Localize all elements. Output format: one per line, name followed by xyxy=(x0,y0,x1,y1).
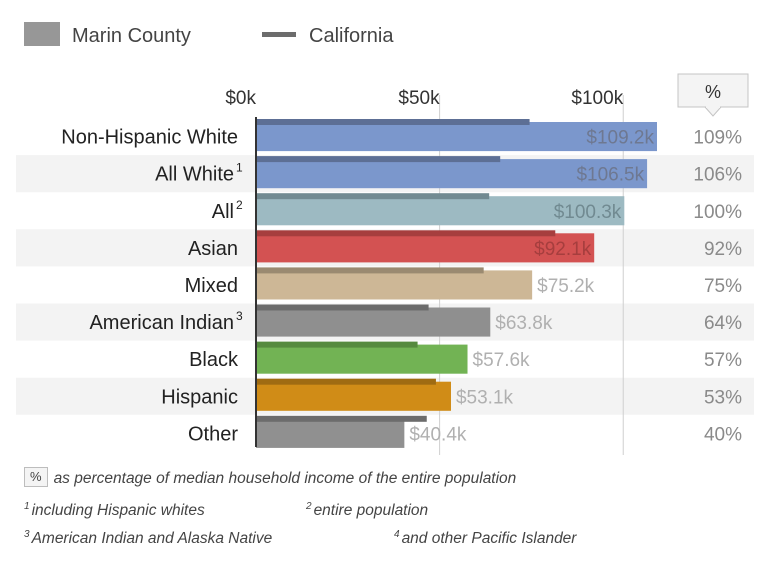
marin-value-label: $40.4k xyxy=(409,424,467,445)
marin-bar xyxy=(256,196,625,226)
marin-value-label: $53.1k xyxy=(456,387,514,408)
marin-bar xyxy=(256,381,451,411)
footnote-row-1: 1 including Hispanic whites 2 entire popul… xyxy=(24,493,744,521)
percent-value: 57% xyxy=(704,350,742,371)
category-row: American Indian 3 $63.8k 64% xyxy=(89,304,742,337)
category-label: Black xyxy=(189,349,239,371)
bars: Non-Hispanic White $109.2k 109% All White 1 $… xyxy=(61,119,742,448)
percent-value: 53% xyxy=(704,387,742,408)
category-label: Asian xyxy=(188,238,238,260)
percent-column-header[interactable]: % xyxy=(677,73,749,117)
percent-value: 109% xyxy=(693,128,742,149)
category-label-superscript: 2 xyxy=(236,198,243,212)
marin-value-label: $109.2k xyxy=(586,128,654,149)
category-row: Non-Hispanic White $109.2k 109% xyxy=(61,119,742,152)
footnote-row-2: 3 American Indian and Alaska Native 4 and … xyxy=(24,521,744,549)
x-tick-label: $100k xyxy=(571,88,623,109)
percent-value: 100% xyxy=(693,202,742,223)
category-label: American Indian xyxy=(89,312,234,334)
california-bar xyxy=(256,341,418,348)
marin-bar xyxy=(256,233,595,263)
marin-value-label: $57.6k xyxy=(473,350,531,371)
category-label-superscript: 1 xyxy=(236,161,243,175)
california-bar xyxy=(256,378,436,385)
california-bar xyxy=(256,304,429,311)
percent-value: 106% xyxy=(693,165,742,186)
percent-value: 40% xyxy=(704,424,742,445)
california-bar xyxy=(256,415,427,422)
percent-header-pointer-mask xyxy=(706,105,720,108)
category-label: All White xyxy=(155,164,234,186)
x-tick-label: $0k xyxy=(225,88,256,109)
legend-california-label: California xyxy=(309,25,394,47)
percent-header-pointer xyxy=(703,106,723,117)
category-label-superscript: 3 xyxy=(236,309,243,323)
california-bar xyxy=(256,119,530,125)
marin-bar xyxy=(256,344,468,374)
marin-bar xyxy=(256,159,648,189)
category-label: All xyxy=(212,201,234,223)
footnote-3: 3 American Indian and Alaska Native xyxy=(24,529,273,547)
percent-value: 75% xyxy=(704,276,742,297)
category-row: Hispanic $53.1k 53% xyxy=(161,378,742,411)
percent-header-label[interactable]: % xyxy=(705,82,721,102)
marin-bar xyxy=(256,307,491,337)
footnote-1: 1 including Hispanic whites xyxy=(24,501,205,519)
california-bar xyxy=(256,230,556,237)
legend-marin-label: Marin County xyxy=(72,25,191,47)
percent-key-badge: % xyxy=(24,467,48,487)
category-row: Asian $92.1k 92% xyxy=(188,230,742,263)
footnote-2: 2 entire population xyxy=(306,501,429,519)
category-row: All White 1 $106.5k 106% xyxy=(155,156,742,189)
california-bar xyxy=(256,267,484,274)
marin-bar xyxy=(256,122,657,152)
marin-bar xyxy=(256,418,405,448)
category-label: Mixed xyxy=(185,275,238,297)
axis-ticks: $0k $50k $100k xyxy=(225,88,623,109)
x-tick-label: $50k xyxy=(398,88,440,109)
category-row: Mixed $75.2k 75% xyxy=(185,267,742,300)
marin-value-label: $63.8k xyxy=(495,313,553,334)
percent-value: 92% xyxy=(704,239,742,260)
marin-bar xyxy=(256,270,533,300)
legend-california-swatch xyxy=(262,32,296,37)
percent-footnote-text: as percentage of median household income… xyxy=(53,470,517,487)
footnote-percent: % as percentage of median household incom… xyxy=(24,465,744,493)
income-bar-chart: Marin County California $0k $50k $100k % No… xyxy=(16,22,754,455)
footnotes: % as percentage of median household incom… xyxy=(24,465,744,549)
marin-value-label: $75.2k xyxy=(537,276,595,297)
legend-marin-swatch xyxy=(24,22,60,46)
footnote-4: 4 and other Pacific Islander xyxy=(394,529,577,547)
california-bar xyxy=(256,156,501,163)
category-label: Other xyxy=(188,423,238,445)
category-label: Hispanic xyxy=(161,386,238,408)
marin-value-label: $106.5k xyxy=(576,165,644,186)
category-row: Black $57.6k 57% xyxy=(189,341,742,374)
category-row: Other $40.4k 40% xyxy=(188,415,742,448)
legend: Marin County California xyxy=(24,22,394,47)
california-bar xyxy=(256,193,490,200)
percent-value: 64% xyxy=(704,313,742,334)
marin-value-label: $92.1k xyxy=(534,239,592,260)
category-label: Non-Hispanic White xyxy=(61,127,238,149)
category-row: All 2 $100.3k 100% xyxy=(212,193,742,226)
marin-value-label: $100.3k xyxy=(554,202,622,223)
